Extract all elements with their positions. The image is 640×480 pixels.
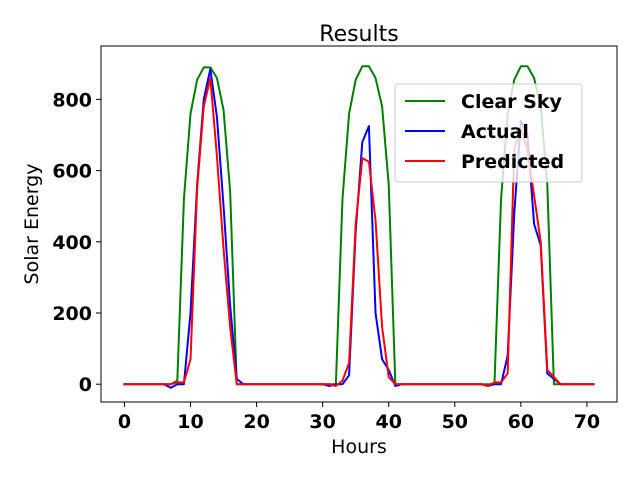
x-axis-ticks: 0 10 20 30 40 50 60 70 (118, 402, 600, 433)
plot-frame (100, 45, 618, 403)
x-tick-label: 70 (574, 411, 600, 433)
y-tick-label: 200 (52, 303, 92, 325)
x-tick-label: 20 (243, 411, 269, 433)
x-tick-label: 30 (309, 411, 335, 433)
y-tick-label: 800 (52, 89, 92, 111)
y-tick-label: 400 (52, 232, 92, 254)
legend-box (394, 83, 583, 183)
legend-label-2: Predicted (461, 151, 564, 173)
legend-label-0: Clear Sky (461, 91, 562, 113)
y-tick-label: 600 (52, 161, 92, 183)
x-axis-label: Hours (331, 436, 387, 458)
y-tick-label: 0 (79, 374, 92, 396)
x-tick-label: 10 (177, 411, 203, 433)
y-axis-label: Solar Energy (21, 164, 43, 285)
x-tick-label: 60 (508, 411, 534, 433)
y-axis-ticks: 0 200 400 600 800 (52, 89, 101, 396)
chart-title: Results (319, 22, 398, 47)
x-tick-label: 50 (442, 411, 468, 433)
x-tick-label: 0 (118, 411, 131, 433)
x-tick-label: 40 (376, 411, 402, 433)
legend: Clear Sky Actual Predicted (394, 83, 583, 183)
legend-label-1: Actual (461, 121, 529, 143)
series-line-0 (123, 65, 595, 386)
